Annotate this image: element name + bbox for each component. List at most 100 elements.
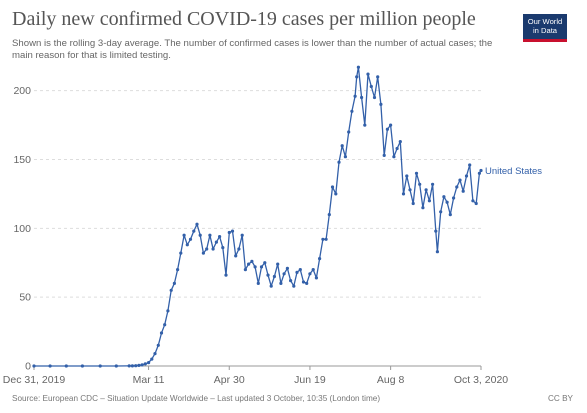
data-point xyxy=(471,199,475,203)
data-point xyxy=(182,233,186,237)
data-point xyxy=(153,352,157,356)
data-point xyxy=(376,75,380,79)
data-point xyxy=(201,251,205,255)
owid-logo[interactable]: Our World in Data xyxy=(523,14,567,42)
data-point xyxy=(379,102,383,106)
data-point xyxy=(363,123,367,127)
data-point xyxy=(98,364,102,368)
data-point xyxy=(263,261,267,265)
data-point xyxy=(337,160,341,164)
data-point xyxy=(439,210,443,214)
data-point xyxy=(468,163,472,167)
series-line xyxy=(34,66,482,367)
data-point xyxy=(156,343,160,347)
data-point xyxy=(224,273,228,277)
data-point xyxy=(298,268,302,272)
x-tick-label: Dec 31, 2019 xyxy=(3,374,66,386)
data-point xyxy=(301,280,306,284)
data-point xyxy=(343,155,347,159)
data-point xyxy=(305,281,309,285)
data-point xyxy=(221,246,225,250)
data-point xyxy=(230,229,235,233)
data-point xyxy=(48,364,52,368)
data-point xyxy=(130,364,134,368)
y-tick-label: 200 xyxy=(13,85,31,97)
data-point xyxy=(461,189,465,193)
data-point xyxy=(421,206,425,210)
data-point xyxy=(32,364,36,368)
data-point xyxy=(340,144,344,148)
y-axis: 0 50 100 150 200 xyxy=(13,85,31,372)
source-note: Source: European CDC – Situation Update … xyxy=(12,394,381,403)
data-point xyxy=(64,364,68,368)
data-point xyxy=(405,174,409,178)
data-point xyxy=(392,155,396,159)
data-point xyxy=(172,281,176,285)
data-point xyxy=(247,262,251,266)
grid-layer xyxy=(34,90,481,367)
data-point xyxy=(424,188,428,192)
data-point xyxy=(169,288,173,292)
data-point xyxy=(243,268,247,272)
data-point xyxy=(360,95,364,100)
data-point xyxy=(218,235,222,239)
data-point xyxy=(250,259,254,263)
data-point xyxy=(208,233,212,237)
data-point xyxy=(198,233,202,237)
data-point xyxy=(166,309,170,313)
x-tick-label: Oct 3, 2020 xyxy=(454,374,508,386)
data-point xyxy=(143,362,147,366)
data-point xyxy=(80,364,84,368)
data-point xyxy=(163,323,167,327)
data-point xyxy=(272,274,276,279)
data-point xyxy=(127,364,131,368)
chart-title: Daily new confirmed COVID-19 cases per m… xyxy=(12,8,476,30)
series-label: United States xyxy=(485,166,542,177)
data-point xyxy=(398,140,402,144)
data-point xyxy=(442,195,446,199)
data-point xyxy=(395,146,399,151)
series-layer: United States xyxy=(32,65,542,368)
data-point xyxy=(214,240,218,244)
data-point xyxy=(311,268,315,272)
data-point xyxy=(458,178,462,182)
data-point xyxy=(474,201,478,206)
data-point xyxy=(401,192,406,196)
data-point xyxy=(431,182,435,186)
data-point xyxy=(282,272,286,276)
data-point xyxy=(114,364,118,368)
data-point xyxy=(318,257,322,261)
data-point xyxy=(366,72,370,76)
data-point xyxy=(195,222,199,226)
data-point xyxy=(179,251,183,255)
data-point xyxy=(382,153,386,157)
data-point xyxy=(356,65,360,69)
x-axis: Dec 31, 2019 Mar 11 Apr 30 Jun 19 Aug 8 Oct 3… xyxy=(3,366,508,386)
data-point xyxy=(285,266,289,270)
data-point xyxy=(434,229,438,233)
data-point xyxy=(159,331,164,335)
data-point xyxy=(448,213,452,217)
data-point xyxy=(256,281,260,285)
data-point xyxy=(192,229,196,233)
data-point xyxy=(308,272,312,276)
data-point xyxy=(134,364,138,368)
data-point xyxy=(408,188,412,192)
data-point xyxy=(295,270,299,274)
y-tick-label: 100 xyxy=(13,223,31,235)
data-point xyxy=(292,284,296,288)
data-point xyxy=(324,237,328,241)
license-link[interactable]: CC BY xyxy=(547,394,573,403)
data-point xyxy=(389,123,393,127)
data-point xyxy=(347,130,351,134)
data-point xyxy=(418,182,422,186)
x-tick-label: Apr 30 xyxy=(214,374,245,386)
data-point xyxy=(445,200,449,204)
logo-line-2: in Data xyxy=(532,26,558,35)
data-point xyxy=(279,281,283,285)
data-point xyxy=(479,168,483,173)
data-point xyxy=(385,127,389,131)
x-tick-label: Jun 19 xyxy=(294,374,326,386)
data-point xyxy=(237,247,241,251)
data-point xyxy=(411,201,415,206)
